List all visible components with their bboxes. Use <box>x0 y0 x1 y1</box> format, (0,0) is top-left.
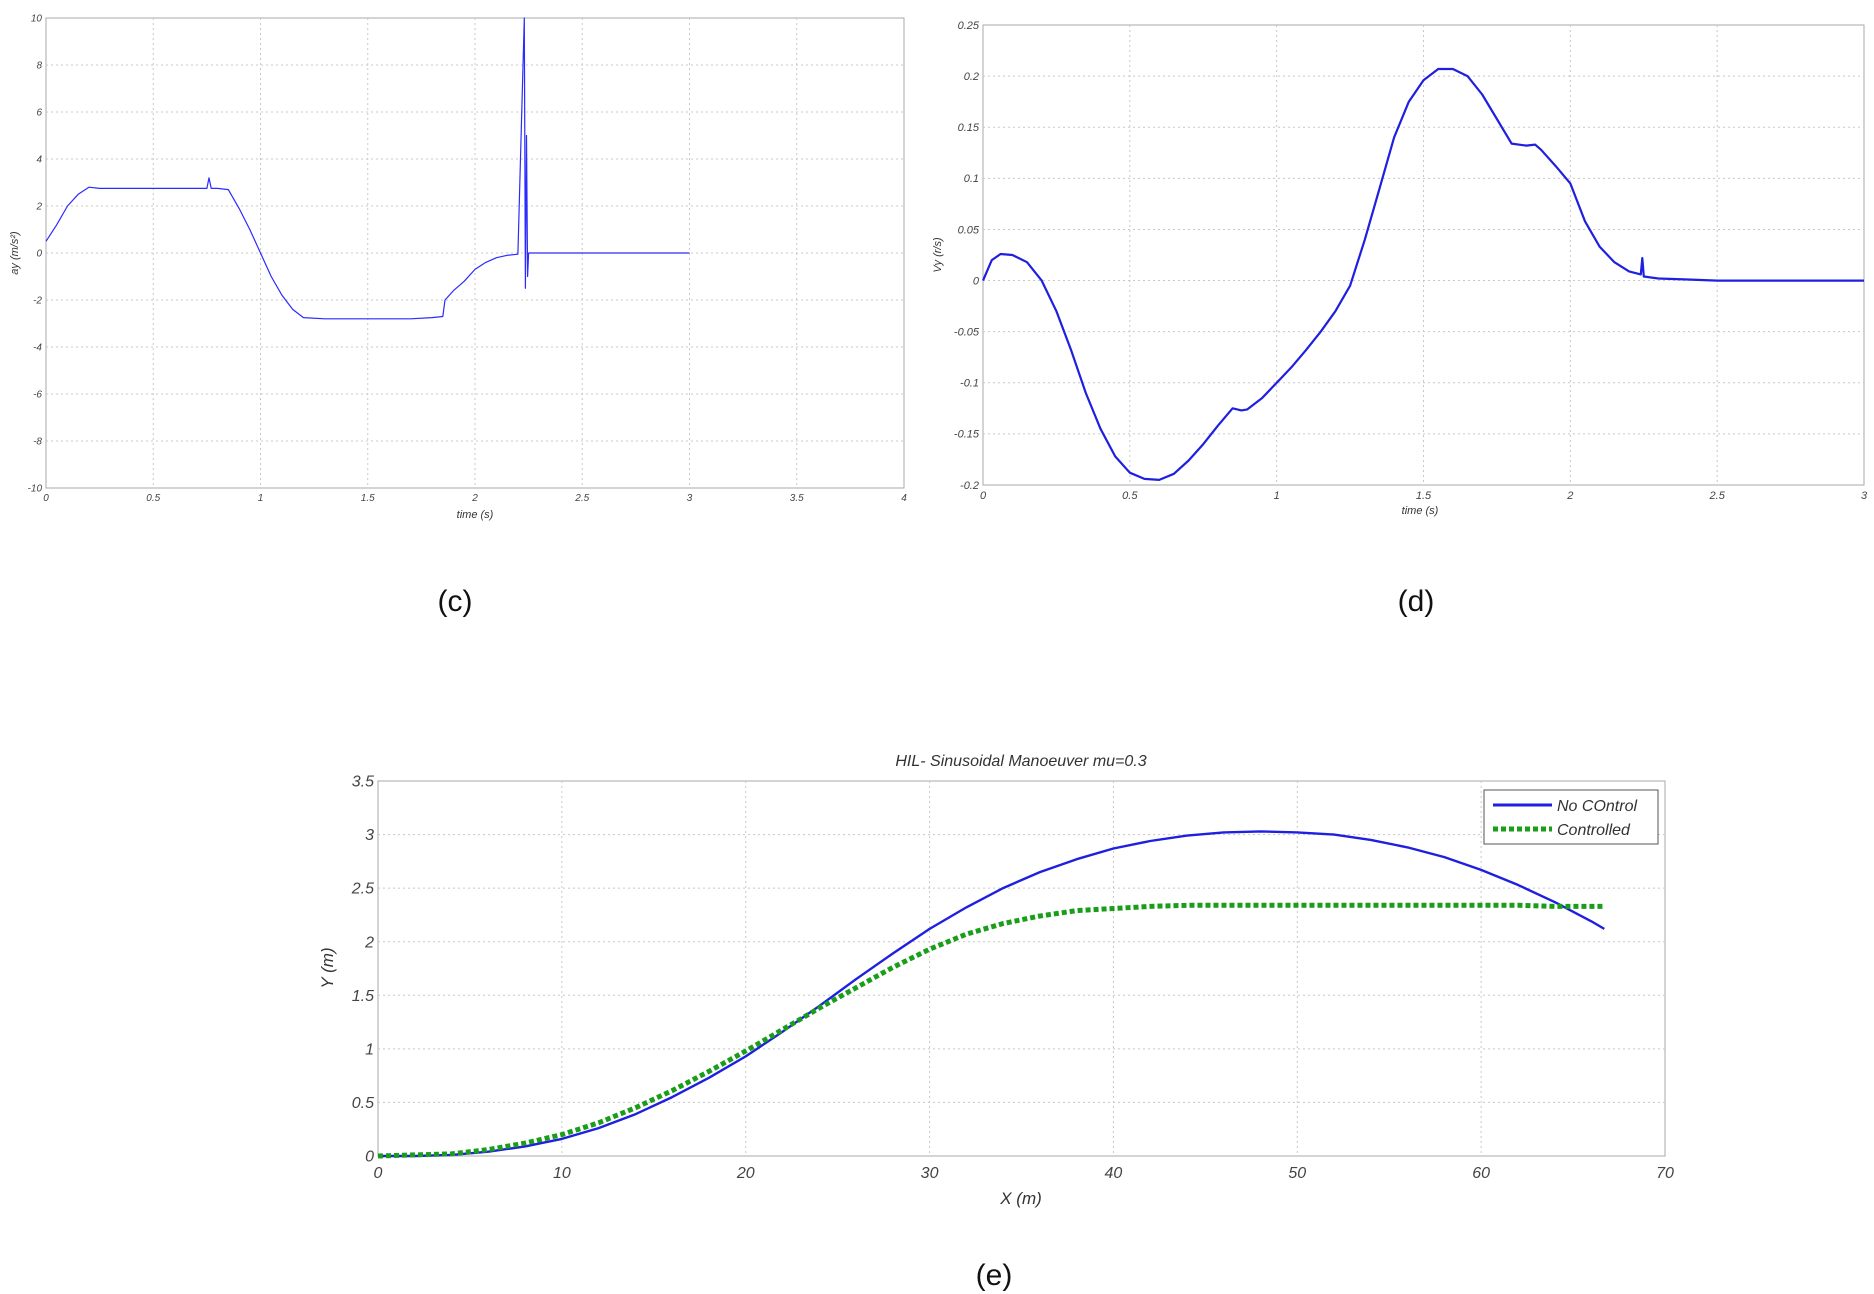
chart-e-ytick-label: 3.5 <box>352 774 374 791</box>
chart-c-ytick-label: 2 <box>35 202 42 213</box>
chart-c-ylabel: ay (m/s²) <box>9 231 21 275</box>
chart-c-ytick-label: 6 <box>36 108 42 119</box>
chart-c-xtick-label: 2.5 <box>574 493 589 504</box>
chart-d-ytick-label: 0.1 <box>964 173 979 185</box>
chart-c-ytick-label: 4 <box>36 155 42 166</box>
chart-d-ytick-label: -0.1 <box>960 378 979 390</box>
chart-e-xlabel: X (m) <box>999 1189 1042 1208</box>
chart-c-ytick-label: 10 <box>31 14 43 25</box>
chart-d-ytick-label: 0.25 <box>958 20 980 32</box>
chart-c-caption: (c) <box>438 585 473 618</box>
chart-e-ytick-label: 2 <box>364 934 374 951</box>
chart-d-ylabel: Vy (r/s) <box>932 237 944 273</box>
chart-d-xtick-label: 3 <box>1861 490 1868 502</box>
chart-e: 0 10 20 30 40 50 60 70 0 0.5 1 1.5 2 2.5 3 3.5 HIL- Sin… <box>318 753 1674 1292</box>
chart-c-xtick-label: 2 <box>471 493 478 504</box>
chart-e-xtick-label: 30 <box>921 1165 939 1182</box>
chart-c-xlabel: time (s) <box>457 509 494 521</box>
chart-c-ytick-label: -2 <box>33 296 42 307</box>
chart-e-legend-box <box>1483 789 1659 845</box>
chart-e-xtick-label: 20 <box>736 1165 755 1182</box>
chart-e-ticks: 0 10 20 30 40 50 60 70 0 0.5 1 1.5 2 2.5 3 3.5 <box>351 774 1674 1182</box>
chart-e-xtick-label: 70 <box>1656 1165 1674 1182</box>
chart-d-lines <box>981 67 1864 481</box>
chart-c: 0 0.5 1 1.5 2 2.5 3 3.5 4 -10 -8 -6 -4 -2 0 2 4 6 8 10 time… <box>9 14 907 619</box>
chart-c-series-line-0 <box>45 17 690 320</box>
chart-c-ytick-label: 0 <box>36 249 42 260</box>
chart-c-xtick-label: 1.5 <box>361 493 375 504</box>
chart-e-xtick-label: 60 <box>1472 1165 1490 1182</box>
chart-c-xtick-label: 0.5 <box>146 493 160 504</box>
chart-e-series-line-1 <box>377 902 1605 1159</box>
chart-d: 0 0.5 1 1.5 2 2.5 3 -0.2 -0.15 -0.1 -0.05 0 0.05 0.1 0… <box>932 20 1868 618</box>
chart-d-xtick-label: 2.5 <box>1709 490 1726 502</box>
chart-d-ytick-label: -0.05 <box>954 327 980 339</box>
chart-d-xtick-label: 0.5 <box>1122 490 1138 502</box>
chart-d-xtick-label: 0 <box>980 490 987 502</box>
chart-d-caption: (d) <box>1398 585 1435 618</box>
chart-e-legend: No COntrol Controlled <box>1483 789 1659 845</box>
chart-e-ytick-label: 1 <box>365 1041 374 1058</box>
chart-c-ytick-label: -4 <box>33 343 42 354</box>
legend-label-no-control: No COntrol <box>1557 798 1637 815</box>
chart-d-ytick-label: 0.2 <box>964 71 979 83</box>
chart-d-grid <box>983 25 1864 485</box>
chart-d-series-line-0 <box>981 67 1864 481</box>
chart-e-xtick-label: 0 <box>374 1165 383 1182</box>
chart-d-xtick-label: 1 <box>1274 490 1280 502</box>
chart-c-ytick-label: -10 <box>28 484 43 495</box>
chart-e-ytick-label: 0 <box>365 1149 374 1166</box>
chart-e-ylabel: Y (m) <box>318 947 337 988</box>
chart-c-ytick-label: -8 <box>33 437 42 448</box>
chart-d-ticks: 0 0.5 1 1.5 2 2.5 3 -0.2 -0.15 -0.1 -0.05 0 0.05 0.1 0… <box>954 20 1868 502</box>
chart-c-xtick-label: 1 <box>258 493 264 504</box>
chart-d-xlabel: time (s) <box>1402 505 1439 517</box>
chart-d-ytick-label: -0.15 <box>954 429 980 441</box>
chart-e-ytick-label: 1.5 <box>352 988 374 1005</box>
chart-c-xtick-label: 3 <box>687 493 693 504</box>
chart-c-xtick-label: 4 <box>901 493 907 504</box>
chart-d-ytick-label: 0.05 <box>958 224 980 236</box>
chart-e-xtick-label: 50 <box>1288 1165 1306 1182</box>
chart-d-ytick-label: 0 <box>973 275 980 287</box>
chart-d-xtick-label: 1.5 <box>1416 490 1432 502</box>
chart-c-xtick-label: 3.5 <box>790 493 804 504</box>
chart-e-xtick-label: 40 <box>1105 1165 1123 1182</box>
chart-e-title: HIL- Sinusoidal Manoeuver mu=0.3 <box>895 753 1146 770</box>
chart-c-ytick-label: 8 <box>36 61 42 72</box>
chart-e-ytick-label: 3 <box>365 827 374 844</box>
chart-e-xtick-label: 10 <box>553 1165 571 1182</box>
chart-e-ytick-label: 2.5 <box>351 881 374 898</box>
chart-c-lines <box>45 17 690 320</box>
chart-d-ytick-label: -0.2 <box>960 480 979 492</box>
chart-e-plot-area <box>377 780 1666 1157</box>
chart-e-ytick-label: 0.5 <box>352 1095 374 1112</box>
chart-c-ytick-label: -6 <box>33 390 42 401</box>
chart-c-ticks: 0 0.5 1 1.5 2 2.5 3 3.5 4 -10 -8 -6 -4 -2 0 2 4 6 8 10 <box>28 14 908 505</box>
chart-c-xtick-label: 0 <box>43 493 49 504</box>
chart-e-series-line-0 <box>378 830 1605 1158</box>
chart-d-xtick-label: 2 <box>1566 490 1573 502</box>
legend-label-controlled: Controlled <box>1557 822 1631 839</box>
chart-e-caption: (e) <box>976 1259 1013 1292</box>
chart-d-ytick-label: 0.15 <box>958 122 980 134</box>
chart-e-lines <box>377 830 1605 1159</box>
